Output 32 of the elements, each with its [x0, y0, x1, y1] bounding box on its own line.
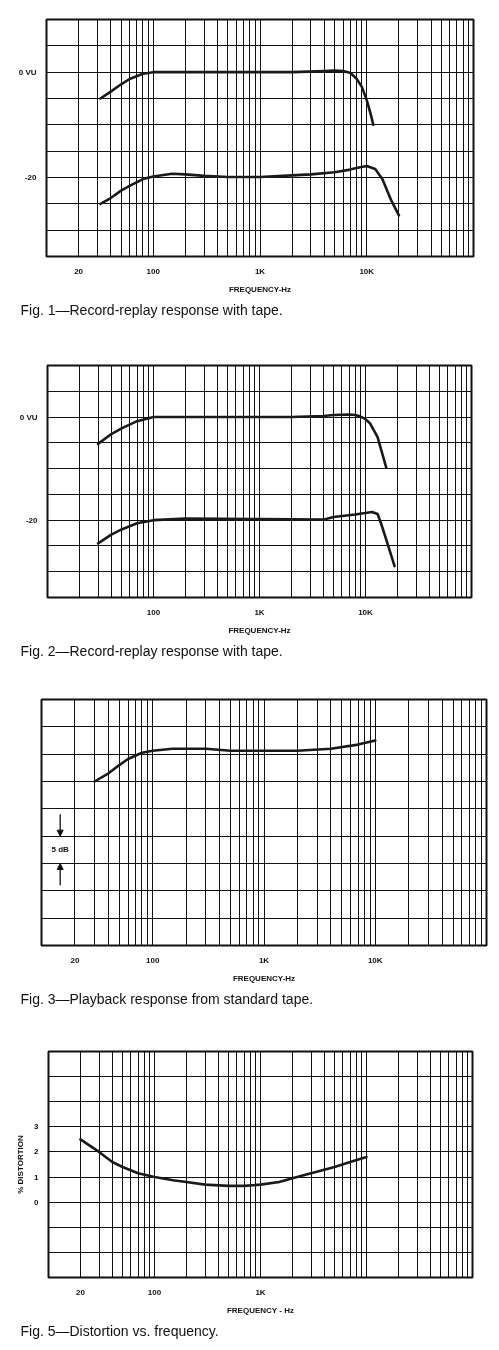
text: Fig. 2—Record-replay response with tape. — [20, 642, 283, 659]
y-tick-label: 0 VU — [18, 67, 37, 77]
y-tick-label: 3 — [34, 1122, 40, 1132]
x-axis-title: FREQUENCY-Hz — [228, 625, 291, 635]
y-axis-title: % DISTORTION — [16, 1135, 26, 1194]
y-tick-label: -20 — [25, 515, 39, 525]
x-tick-label: 20 — [74, 266, 84, 276]
x-tick-label: 1K — [254, 266, 266, 276]
y-tick-label: -20 — [24, 173, 38, 182]
x-axis-title: FREQUENCY-Hz — [228, 284, 292, 294]
text: Fig. 3—Playback response from standard tape. — [20, 990, 314, 1007]
text: Fig. 5—Distortion vs. frequency. — [20, 1322, 219, 1339]
x-tick-label: 1K — [258, 955, 270, 965]
x-axis-title: FREQUENCY - Hz — [226, 1305, 294, 1315]
x-tick-label: 10K — [367, 955, 383, 965]
x-tick-label: 1K — [254, 607, 265, 617]
x-tick-label: 20 — [70, 955, 80, 965]
y-tick-label: 0 VU — [19, 412, 38, 422]
x-tick-label: 100 — [147, 1287, 162, 1297]
x-tick-label: 10K — [358, 607, 374, 617]
x-axis-title: FREQUENCY-Hz — [232, 973, 296, 983]
x-tick-label: 1K — [255, 1287, 266, 1297]
x-tick-label: 100 — [146, 607, 161, 617]
x-tick-label: 20 — [75, 1287, 86, 1297]
annotation: 5 dB — [51, 845, 70, 855]
x-tick-label: 10K — [359, 266, 375, 276]
y-tick-label: 1 — [34, 1172, 40, 1182]
x-tick-label: 100 — [146, 266, 161, 276]
y-tick-label: 0 — [34, 1197, 40, 1207]
x-tick-label: 100 — [146, 955, 160, 965]
text: Fig. 1—Record-replay response with tape. — [20, 301, 283, 318]
y-tick-label: 2 — [34, 1147, 40, 1157]
